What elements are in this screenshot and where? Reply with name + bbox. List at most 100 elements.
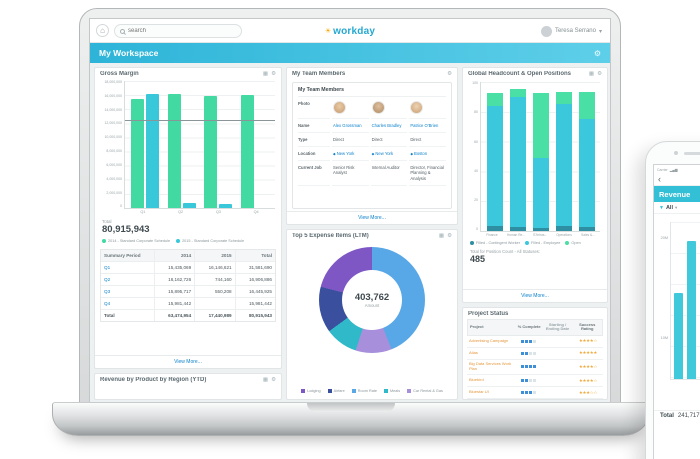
member-name-link[interactable]: Charles Bradley (371, 123, 402, 128)
gear-icon[interactable]: ⚙ (271, 71, 276, 77)
total-label: Total (660, 413, 674, 419)
search-box[interactable] (114, 24, 242, 38)
member-name-link[interactable]: Patrice O'Brien (410, 123, 439, 128)
bar-segment (578, 118, 595, 227)
x-tick-label: Q2 (178, 210, 184, 214)
headcount-view-more-link[interactable]: View More... (463, 289, 607, 302)
y-tick-label: 40 (474, 168, 478, 173)
stacked-bar (509, 82, 526, 231)
member-name-link[interactable]: Alex Grossman (333, 123, 362, 128)
project-link[interactable]: Big Data Services Work Plan (469, 361, 512, 371)
table-cell: 16,906,886 (234, 274, 275, 285)
table-cell[interactable]: Q2 (104, 277, 111, 282)
back-icon[interactable]: ‹ (658, 174, 661, 184)
banner-gear-icon[interactable]: ⚙ (593, 48, 601, 58)
gross-margin-chart: 18,000,000 16,000,000 14,000,000 12,000,000… (98, 80, 275, 209)
signal-icon: ▂▄▆ (669, 167, 678, 172)
gear-icon[interactable]: ⚙ (447, 71, 452, 77)
y-tick-label: 0 (120, 204, 122, 209)
table-cell: Total (104, 313, 115, 318)
team-cell (332, 97, 369, 119)
team-view-more-link[interactable]: View More... (287, 211, 457, 224)
member-location[interactable]: ◆Boston (410, 151, 427, 156)
legend-label: 2014 - Standard Corporate Schedule (108, 239, 171, 243)
bar (240, 95, 254, 208)
chart-toggle-icon[interactable]: ▦ (588, 71, 595, 77)
legend-item: 2014 - Standard Corporate Schedule (102, 239, 170, 243)
legend-label: Lodging (307, 389, 321, 393)
team-panel: My Team Members Photo Name Alex Grossman Ch… (292, 82, 452, 209)
donut-value: 403,762 (354, 292, 390, 303)
bar-group (131, 81, 160, 208)
laptop-screen: ⌂ ☀ workday Teresa Serrano ▾ My Workspac… (89, 18, 611, 403)
phone-header-title: Revenue (659, 189, 691, 199)
project-link[interactable]: Atlas (469, 349, 478, 355)
project-status-card: Project Status Project % Complete Starting… (462, 307, 608, 400)
table-cell: 15,981,442 (234, 298, 275, 309)
chart-toggle-icon[interactable]: ▦ (262, 71, 269, 77)
chart-toggle-icon[interactable]: ▦ (438, 233, 445, 239)
gear-icon[interactable]: ⚙ (597, 71, 602, 77)
gross-margin-view-more-link[interactable]: View More... (95, 355, 281, 368)
laptop-base (52, 402, 649, 436)
chart-toggle-icon[interactable]: ▦ (262, 377, 269, 383)
progress-segment (525, 391, 529, 395)
home-icon[interactable]: ⌂ (96, 24, 109, 37)
legend-label: Airfare (333, 389, 345, 393)
user-menu[interactable]: Teresa Serrano ▾ (540, 19, 602, 43)
project-link[interactable]: Bluebird (469, 377, 484, 383)
y-tick-label: 14,000,000 (104, 107, 122, 112)
bar-group (204, 81, 233, 208)
card-header: Revenue by Product by Region (YTD) ▦ ⚙ (95, 374, 281, 385)
table-cell[interactable]: Q1 (104, 265, 111, 270)
member-job: Internal Auditor (371, 165, 400, 170)
bar-segment (578, 91, 595, 119)
bar-segment (555, 225, 572, 231)
bar (219, 204, 233, 208)
team-row-label: Current Job (298, 161, 330, 186)
phone-filter-row[interactable]: ▼ All ▾ (654, 202, 700, 214)
project-link[interactable]: Advertising Campaign (469, 337, 509, 343)
gear-icon[interactable]: ⚙ (271, 377, 276, 383)
laptop-device: ⌂ ☀ workday Teresa Serrano ▾ My Workspac… (79, 8, 621, 403)
y-tick-label: 6,000,000 (106, 162, 122, 167)
column-header: Total (234, 250, 275, 261)
user-avatar (540, 25, 552, 37)
legend-item: Room Rate (351, 389, 377, 393)
bar (687, 240, 696, 379)
legend-swatch (176, 239, 181, 243)
phone-nav-bar: ‹ ≡ (654, 174, 700, 186)
expense-legend: Lodging Airfare Room Rate Meals Car Rental &… (287, 385, 457, 399)
table-cell[interactable]: Q4 (104, 301, 111, 306)
phone-header: Revenue (654, 186, 700, 202)
dates-cell (543, 351, 573, 356)
progress-segment (529, 351, 533, 355)
table-cell: 15,895,717 (153, 286, 194, 297)
y-tick-label: 16,000,000 (104, 93, 122, 98)
member-location[interactable]: ◆New York (372, 151, 393, 156)
location-icon: ◆ (333, 152, 336, 156)
project-link[interactable]: Bluestar UI (469, 389, 489, 395)
bar-segment (486, 225, 503, 231)
progress-segment (533, 339, 537, 343)
progress-segment (533, 365, 537, 369)
table-cell: 15,981,442 (153, 298, 194, 309)
member-job: Director, Financial Planning & Analysis (410, 165, 444, 181)
gear-icon[interactable]: ⚙ (447, 233, 452, 239)
bar-segment (532, 157, 549, 229)
logo-sun-icon: ☀ (324, 28, 332, 35)
phone-chart: 20M 10M (654, 214, 700, 410)
y-tick-label: 100 (472, 81, 478, 85)
percent-complete-cell (515, 388, 542, 398)
progress-segment (533, 391, 537, 395)
table-cell[interactable]: Q3 (104, 289, 111, 294)
progress-segment (529, 365, 533, 369)
column-header: 2015 (194, 250, 234, 261)
progress-segment (525, 339, 529, 343)
member-location[interactable]: ◆New York (333, 151, 354, 156)
success-rating: ★★★★★ (578, 350, 598, 356)
search-input[interactable] (128, 28, 236, 34)
progress-segment (521, 351, 525, 355)
y-tick-label: 60 (474, 139, 478, 144)
total-value: 241,717,834 (677, 413, 700, 419)
